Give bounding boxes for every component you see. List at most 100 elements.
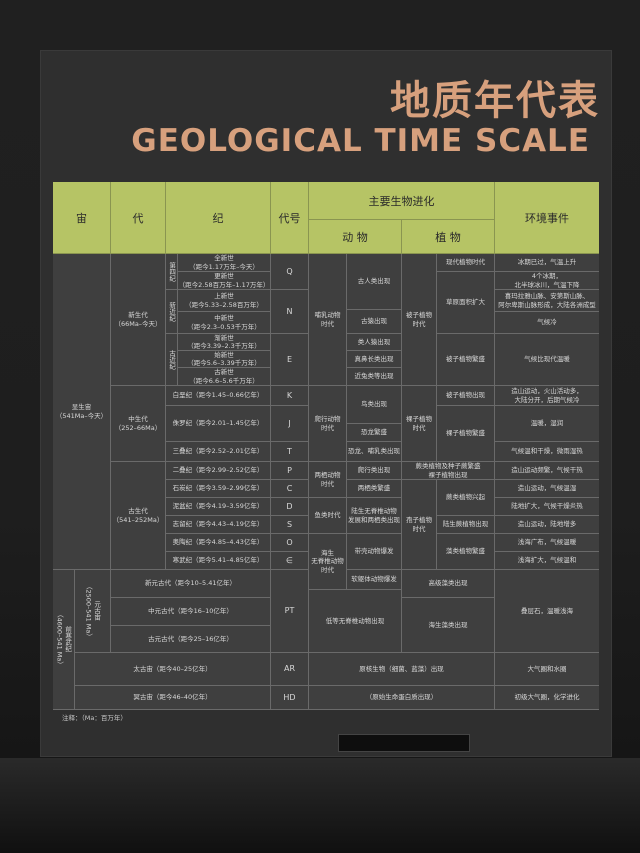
header-code: 代号 [271,182,309,254]
code-o: O [271,534,309,552]
plant-gymnosperm-age: 裸子植物 时代 [402,386,437,462]
env-himalaya: 喜玛拉雅山脉、安第斯山脉、 阿尔卑斯山脉形成，大陆各洲成型 [495,290,599,312]
period-carboniferous: 石炭纪（距今3.59–2.99亿年） [166,480,271,498]
header-bio-evolution: 主要生物进化 [309,182,495,220]
animal-shelled-boom: 带壳动物爆发 [347,534,402,570]
period-ordovician: 奥陶纪（距今4.85–4.43亿年） [166,534,271,552]
epoch-pleistocene: 更新世 （距今2.58百万年–1.17万年） [178,272,271,290]
plant-advanced-algae: 高级藻类出现 [402,570,495,598]
code-k: K [271,386,309,406]
eon-archean: 太古宙（距今40–25亿年） [75,653,271,686]
period-silurian: 志留纪（距今4.43–4.19亿年） [166,516,271,534]
env-land-expand: 陆地扩大，气候干燥炎热 [495,498,599,516]
animal-low-invertebrate: 低等无脊椎动物出现 [309,590,402,653]
epoch-miocene: 中新世 （距今2.3–0.53千万年） [178,312,271,334]
animal-land-invertebrate: 陆生无脊椎动物 发展和两栖类出现 [347,498,402,534]
env-orogeny-dry-hot: 造山运动频繁，气候干热 [495,462,599,480]
env-orogeny-warm-humid: 造山运动，气候温湿 [495,480,599,498]
title-english: GEOLOGICAL TIME SCALE [131,123,590,159]
era-cenozoic: 新生代 （66Ma–今天） [111,254,166,386]
env-stromatolite: 叠层石，温暖浅海 [495,570,599,653]
code-d: D [271,498,309,516]
plant-algae-boom: 藻类植物繁盛 [437,534,495,570]
period-triassic: 三叠纪（距今2.52–2.01亿年） [166,442,271,462]
env-warm-humid: 温暖，湿润 [495,406,599,442]
plant-spore-age: 孢子植物 时代 [402,480,437,570]
period-paleogene: 古近纪 [166,334,178,386]
animal-reptile-age: 爬行动物 时代 [309,386,347,462]
epoch-eocene: 始新世 （距今5.6–3.39千万年） [178,351,271,368]
plant-modern: 现代植物时代 [437,254,495,272]
code-pt: PT [271,570,309,653]
animal-amphibian-boom: 两栖类繁盛 [347,480,402,498]
plant-land-fern: 陆生蕨植物出现 [437,516,495,534]
animal-ancient-human: 古人类出现 [347,254,402,310]
animal-bird: 鸟类出现 [347,386,402,424]
env-four-ice-ages: 4个冰期， 北半球冰川，气温下降 [495,272,599,290]
plant-angiosperm-appear: 被子植物出现 [437,386,495,406]
env-primitive-atmosphere: 初级大气圈，化学进化 [495,686,599,710]
title-chinese: 地质年代表 [390,78,600,124]
animal-ancient-ape: 古猿出现 [347,310,402,334]
base-plaque [338,734,470,752]
env-ice-melt: 冰期已过，气温上升 [495,254,599,272]
period-jurassic: 侏罗纪（距今2.01–1.45亿年） [166,406,271,442]
epoch-oligocene: 渐新世 （距今3.39–2.3千万年） [178,334,271,351]
env-cooling: 气候冷 [495,312,599,334]
code-n: N [271,290,309,334]
code-p: P [271,462,309,480]
env-mild-dry: 气候温和干燥，微雨湿热 [495,442,599,462]
era-mesoproterozoic: 中元古代（距今16–10亿年） [111,598,271,626]
plant-fern-rise: 蕨类植物兴起 [437,480,495,516]
bio-prokaryote: 原核生物（细菌、蓝藻）出现 [309,653,495,686]
code-c: C [271,480,309,498]
animal-mammal-early: 恐龙、哺乳类出现 [347,442,402,462]
bio-protolife: （原始生命蛋白质出现） [309,686,495,710]
era-paleoproterozoic: 古元古代（距今25–16亿年） [111,626,271,653]
code-t: T [271,442,309,462]
animal-mammal-age: 哺乳动物 时代 [309,254,347,386]
plant-grassland: 草原面积扩大 [437,272,495,334]
animal-hoofed: 近兔类等出现 [347,368,402,386]
env-warmer-than-modern: 气候比现代温暖 [495,334,599,386]
header-eon: 宙 [53,182,111,254]
epoch-paleocene: 古新世 （距今6.6–5.6千万年） [178,368,271,386]
period-cambrian: 寒武纪（距今5.41–4.85亿年） [166,552,271,570]
eon-phanerozoic: 显生宙 （541Ma–今天） [53,254,111,570]
header-plants: 植 物 [402,220,495,254]
code-j: J [271,406,309,442]
animal-proboscidean: 真鼻长类出现 [347,351,402,368]
header-era: 代 [111,182,166,254]
animal-dino-boom: 恐龙繁盛 [347,424,402,442]
code-e: E [271,334,309,386]
era-paleozoic: 古生代 （541–252Ma） [111,462,166,570]
code-ar: AR [271,653,309,686]
time-scale-table: 宙 代 纪 代号 主要生物进化 动 物 植 物 环境事件 显生宙 （541Ma–… [53,182,599,710]
plant-gymnosperm-boom: 裸子植物繁盛 [437,406,495,462]
code-cambrian: ∈ [271,552,309,570]
footnote: 注释：（Ma：百万年） [62,714,127,722]
code-q: Q [271,254,309,290]
period-cretaceous: 白垩纪（距今1.45–0.66亿年） [166,386,271,406]
floor [0,758,640,853]
eon-proterozoic: 元古宙 （2500–541 Ma） [75,570,111,653]
eon-hadean: 冥古宙（距今46–40亿年） [75,686,271,710]
plant-marine-algae: 海生藻类出现 [402,598,495,653]
env-sea-expand: 浅海扩大，气候温和 [495,552,599,570]
env-orogeny-land: 造山运动，陆地增多 [495,516,599,534]
env-shallow-sea: 浅海广布，气候温暖 [495,534,599,552]
plant-angiosperm-boom: 被子植物繁盛 [437,334,495,386]
code-hd: HD [271,686,309,710]
epoch-pliocene: 上新世 （距今5.33–2.58百万年） [178,290,271,312]
period-devonian: 泥盆纪（距今4.19–3.59亿年） [166,498,271,516]
animal-fish-age: 鱼类时代 [309,498,347,534]
period-permian: 二叠纪（距今2.99–2.52亿年） [166,462,271,480]
header-animals: 动 物 [309,220,402,254]
plant-fern-gymnosperm: 蕨类植物及种子蕨繁盛 裸子植物出现 [402,462,495,480]
animal-reptile-appear: 爬行类出现 [347,462,402,480]
period-quaternary: 第四纪 [166,254,178,290]
animal-soft-body-boom: 软躯体动物爆发 [347,570,402,590]
eon-precambrian: 前寒武纪 （4600–541 Ma） [53,570,75,710]
env-atmosphere-hydrosphere: 大气圈和水圈 [495,653,599,686]
animal-amphibian-age: 两栖动物 时代 [309,462,347,498]
